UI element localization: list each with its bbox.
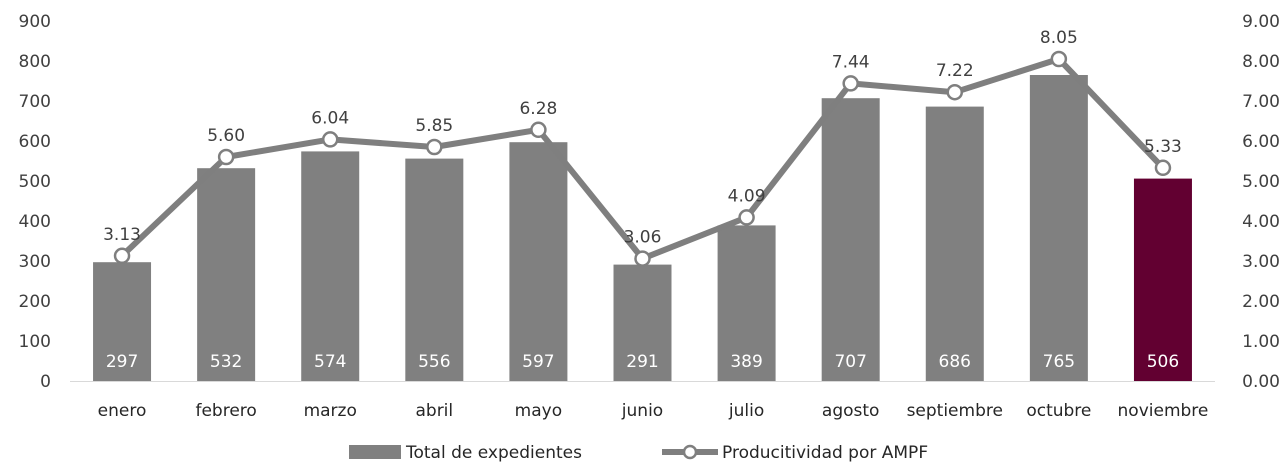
line-point bbox=[217, 148, 235, 166]
left-tick-label: 900 bbox=[19, 12, 51, 32]
legend-line-label: Producitividad por AMPF bbox=[722, 443, 928, 462]
left-tick-label: 800 bbox=[19, 52, 51, 72]
bar bbox=[717, 225, 776, 381]
x-category-label: abril bbox=[415, 401, 453, 421]
left-tick-label: 500 bbox=[19, 172, 51, 192]
x-category-label: septiembre bbox=[907, 401, 1003, 421]
bar bbox=[613, 264, 672, 381]
x-category-label: noviembre bbox=[1118, 401, 1209, 421]
bar bbox=[1029, 75, 1088, 381]
point-value-label: 5.33 bbox=[1144, 137, 1182, 157]
line-point bbox=[1050, 50, 1068, 68]
legend-bar-label: Total de expedientes bbox=[405, 443, 582, 462]
line-point bbox=[738, 209, 755, 226]
point-value-label: 3.06 bbox=[624, 228, 662, 248]
line-point bbox=[530, 121, 547, 139]
bar-value-label: 574 bbox=[314, 352, 346, 372]
bar-value-label: 686 bbox=[939, 352, 971, 372]
right-tick-label: 9.00 bbox=[1242, 12, 1280, 32]
point-value-label: 7.22 bbox=[936, 61, 974, 81]
x-category-label: octubre bbox=[1026, 401, 1091, 421]
left-tick-label: 200 bbox=[19, 292, 51, 312]
point-labels-group: 3.13 5.60 6.04 5.85 6.28 3.06 4.09 7.44 7.22 8.05… bbox=[103, 28, 1182, 248]
bar-value-label: 532 bbox=[210, 352, 242, 372]
right-tick-label: 0.00 bbox=[1242, 372, 1280, 392]
bar bbox=[93, 262, 152, 381]
right-tick-label: 1.00 bbox=[1242, 332, 1280, 352]
bar-value-label: 297 bbox=[106, 352, 138, 372]
bar bbox=[405, 158, 464, 381]
bar bbox=[197, 168, 256, 381]
bar bbox=[509, 142, 568, 381]
line-point bbox=[321, 131, 339, 148]
bar-value-label: 291 bbox=[626, 352, 658, 372]
bar-value-label: 707 bbox=[834, 352, 866, 372]
bar bbox=[821, 98, 880, 381]
x-category-label: enero bbox=[98, 401, 147, 421]
point-value-label: 6.28 bbox=[519, 99, 557, 119]
right-tick-label: 8.00 bbox=[1242, 52, 1280, 72]
left-tick-label: 100 bbox=[19, 332, 51, 352]
line-point bbox=[426, 138, 443, 156]
point-value-label: 5.85 bbox=[415, 116, 453, 136]
line-point bbox=[842, 75, 859, 92]
line-point bbox=[113, 247, 131, 265]
right-tick-label: 2.00 bbox=[1242, 292, 1280, 312]
line-point bbox=[946, 83, 964, 101]
x-axis-labels: enero febrero marzo abril mayo junio julio agos… bbox=[98, 401, 1209, 421]
bar-value-label: 556 bbox=[418, 352, 450, 372]
right-tick-label: 3.00 bbox=[1242, 252, 1280, 272]
bar bbox=[925, 106, 984, 381]
x-category-label: julio bbox=[728, 401, 764, 421]
right-tick-label: 4.00 bbox=[1242, 212, 1280, 232]
point-value-label: 3.13 bbox=[103, 225, 141, 245]
bar-value-label: 765 bbox=[1043, 352, 1075, 372]
bar bbox=[1133, 178, 1192, 381]
legend-line-marker bbox=[682, 444, 698, 460]
x-category-label: marzo bbox=[304, 401, 357, 421]
left-tick-label: 400 bbox=[19, 212, 51, 232]
bar-value-label: 506 bbox=[1147, 352, 1179, 372]
right-axis-ticks: 0.00 1.00 2.00 3.00 4.00 5.00 6.00 7.00 8.00 9.00 bbox=[1242, 12, 1280, 392]
x-category-label: junio bbox=[621, 401, 663, 421]
line-series-group bbox=[113, 50, 1172, 267]
left-tick-label: 700 bbox=[19, 92, 51, 112]
line-point bbox=[1154, 159, 1172, 177]
left-tick-label: 600 bbox=[19, 132, 51, 152]
bar-value-label: 597 bbox=[522, 352, 554, 372]
right-tick-label: 5.00 bbox=[1242, 172, 1280, 192]
x-category-label: febrero bbox=[195, 401, 256, 421]
left-tick-label: 300 bbox=[19, 252, 51, 272]
point-value-label: 8.05 bbox=[1040, 28, 1078, 48]
bar-labels-group: 297 532 574 556 597 291 389 707 686 765 506 bbox=[106, 352, 1179, 372]
point-value-label: 7.44 bbox=[832, 52, 870, 72]
left-tick-label: 0 bbox=[40, 372, 51, 392]
point-value-label: 4.09 bbox=[728, 186, 766, 206]
bars-group bbox=[93, 75, 1192, 381]
bar-value-label: 389 bbox=[730, 352, 762, 372]
x-category-label: mayo bbox=[515, 401, 562, 421]
legend: Total de expedientes Producitividad por … bbox=[349, 443, 928, 462]
bar bbox=[301, 151, 360, 381]
point-value-label: 6.04 bbox=[311, 108, 349, 128]
right-tick-label: 7.00 bbox=[1242, 92, 1280, 112]
right-tick-label: 6.00 bbox=[1242, 132, 1280, 152]
line-point bbox=[634, 250, 651, 267]
legend-bar-swatch bbox=[349, 445, 401, 459]
x-category-label: agosto bbox=[822, 401, 880, 421]
point-value-label: 5.60 bbox=[207, 126, 245, 146]
left-axis-ticks: 0 100 200 300 400 500 600 700 800 900 bbox=[19, 12, 51, 392]
